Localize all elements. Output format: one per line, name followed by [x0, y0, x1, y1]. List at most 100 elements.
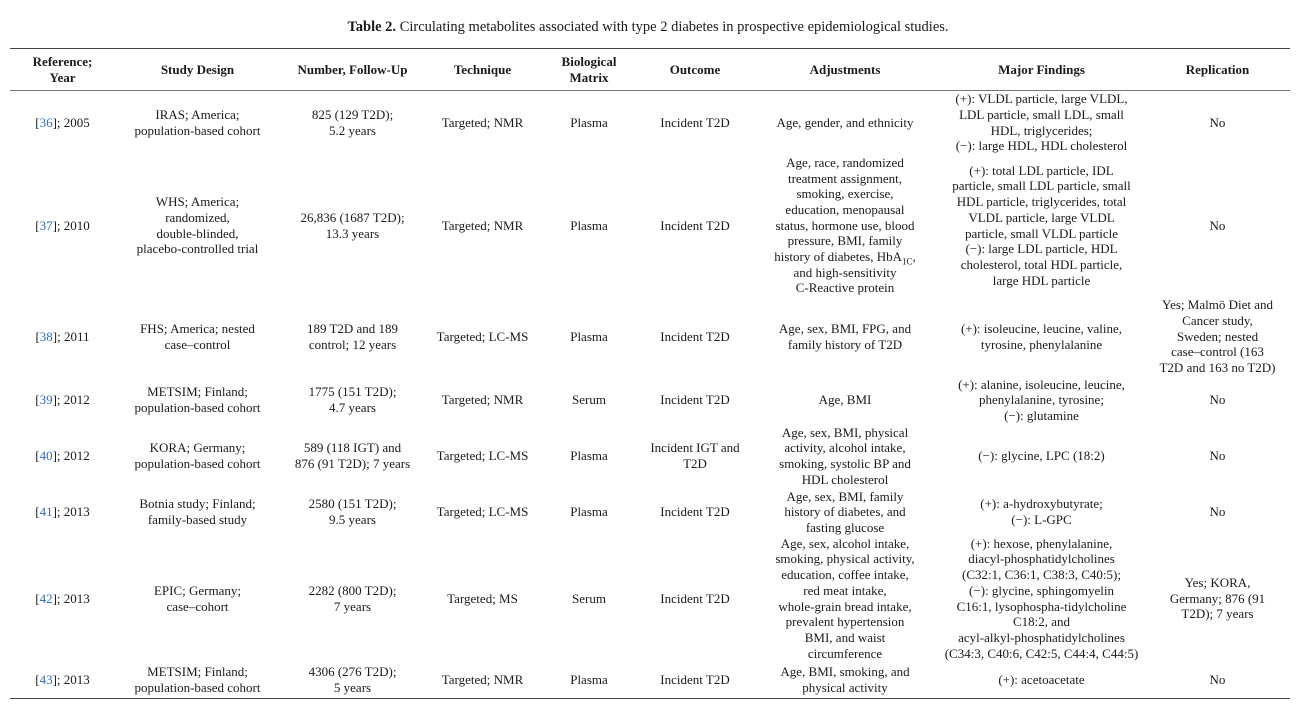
outcome-cell: Incident T2D — [660, 504, 730, 520]
table-caption: Table 2. Circulating metabolites associa… — [0, 19, 1296, 36]
technique-cell: Targeted; NMR — [441, 114, 524, 130]
table-row: [37]; 2010 WHS; America; randomized, doub… — [10, 155, 1290, 297]
major-findings-cell: (+): alanine, isoleucine, leucine, pheny… — [958, 376, 1125, 423]
biological-matrix-cell: Plasma — [570, 114, 608, 130]
adjustments-cell: Age, race, randomized treatment assignme… — [752, 155, 938, 297]
reference-year: ; 2013 — [56, 590, 90, 606]
table-row: [36]; 2005 IRAS; America; population-base… — [10, 91, 1290, 155]
major-findings-cell: (+): a-hydroxybutyrate; (−): L-GPC — [980, 496, 1103, 528]
replication-cell: Yes; Malmö Diet and Cancer study, Sweden… — [1159, 297, 1276, 376]
reference-link[interactable]: 36 — [39, 114, 53, 130]
table-row: [42]; 2013 EPIC; Germany; case–cohort 2282… — [10, 536, 1290, 662]
number-follow-up-cell: 4306 (276 T2D); 5 years — [308, 663, 397, 695]
reference-cell: [42]; 2013 — [35, 590, 90, 606]
outcome-cell: Incident IGT and T2D — [650, 440, 740, 472]
major-findings-cell: (−): glycine, LPC (18:2) — [978, 448, 1105, 464]
header-replication: Replication — [1185, 61, 1250, 77]
biological-matrix-cell: Plasma — [570, 448, 608, 464]
table-row: [40]; 2012 KORA; Germany; population-base… — [10, 424, 1290, 489]
table-row: [38]; 2011 FHS; America; nested case–cont… — [10, 297, 1290, 377]
header-biological-matrix: Biological Matrix — [561, 53, 617, 85]
reference-year: ; 2013 — [56, 504, 90, 520]
number-follow-up-cell: 189 T2D and 189 control; 12 years — [306, 320, 399, 352]
study-design-cell: KORA; Germany; population-based cohort — [134, 440, 261, 472]
reference-cell: [38]; 2011 — [35, 328, 90, 344]
major-findings-cell: (+): acetoacetate — [998, 671, 1085, 687]
reference-cell: [37]; 2010 — [35, 217, 90, 233]
study-design-cell: METSIM; Finland; population-based cohort — [134, 384, 261, 416]
replication-cell: No — [1209, 448, 1226, 464]
reference-link[interactable]: 38 — [39, 328, 53, 344]
replication-cell: No — [1209, 217, 1226, 233]
replication-cell: No — [1209, 392, 1226, 408]
biological-matrix-cell: Plasma — [570, 328, 608, 344]
biological-matrix-cell: Serum — [572, 590, 606, 606]
reference-link[interactable]: 37 — [39, 217, 53, 233]
outcome-cell: Incident T2D — [660, 328, 730, 344]
reference-link[interactable]: 40 — [39, 448, 53, 464]
reference-year: ; 2005 — [56, 114, 90, 130]
major-findings-cell: (+): total LDL particle, IDL particle, s… — [952, 162, 1131, 288]
major-findings-cell: (+): VLDL particle, large VLDL, LDL part… — [955, 91, 1128, 154]
reference-year: ; 2010 — [56, 217, 90, 233]
study-design-cell: Botnia study; Finland; family-based stud… — [139, 496, 256, 528]
number-follow-up-cell: 26,836 (1687 T2D); 13.3 years — [300, 209, 405, 241]
outcome-cell: Incident T2D — [660, 217, 730, 233]
reference-cell: [40]; 2012 — [35, 448, 90, 464]
technique-cell: Targeted; LC-MS — [436, 448, 529, 464]
adjustments-cell: Age, sex, alcohol intake, smoking, physi… — [775, 535, 915, 661]
header-reference: Reference; Year — [32, 53, 93, 85]
header-study-design: Study Design — [160, 61, 235, 77]
table-body: [36]; 2005 IRAS; America; population-base… — [10, 91, 1290, 699]
replication-cell: No — [1209, 671, 1226, 687]
number-follow-up-cell: 1775 (151 T2D); 4.7 years — [308, 384, 397, 416]
header-number-follow-up: Number, Follow-Up — [297, 61, 408, 77]
reference-link[interactable]: 43 — [39, 671, 53, 687]
major-findings-cell: (+): isoleucine, leucine, valine, tyrosi… — [960, 320, 1123, 352]
number-follow-up-cell: 825 (129 T2D); 5.2 years — [311, 107, 394, 138]
table-row: [39]; 2012 METSIM; Finland; population-ba… — [10, 377, 1290, 424]
adjustments-cell: Age, sex, BMI, physical activity, alcoho… — [779, 424, 911, 487]
reference-cell: [36]; 2005 — [35, 114, 90, 130]
reference-link[interactable]: 42 — [39, 590, 53, 606]
reference-link[interactable]: 39 — [39, 392, 53, 408]
adjustments-cell: Age, BMI — [818, 392, 872, 408]
replication-cell: Yes; KORA, Germany; 876 (91 T2D); 7 year… — [1169, 574, 1266, 622]
study-design-cell: WHS; America; randomized, double-blinded… — [136, 194, 259, 257]
reference-cell: [39]; 2012 — [35, 392, 90, 408]
technique-cell: Targeted; MS — [447, 590, 518, 606]
adjustments-text-after: , and high-sensitivity C-Reactive protei… — [793, 249, 916, 296]
reference-year: ; 2011 — [57, 328, 90, 344]
table-row: [43]; 2013 METSIM; Finland; population-ba… — [10, 661, 1290, 699]
reference-link[interactable]: 41 — [39, 504, 53, 520]
caption-text: Circulating metabolites associated with … — [396, 19, 949, 35]
table-row: [41]; 2013 Botnia study; Finland; family-… — [10, 489, 1290, 536]
technique-cell: Targeted; NMR — [441, 671, 524, 687]
header-adjustments: Adjustments — [809, 61, 881, 77]
technique-cell: Targeted; LC-MS — [436, 504, 529, 520]
study-design-cell: IRAS; America; population-based cohort — [134, 107, 261, 138]
outcome-cell: Incident T2D — [660, 392, 730, 408]
study-design-cell: EPIC; Germany; case–cohort — [153, 582, 241, 614]
technique-cell: Targeted; NMR — [441, 392, 524, 408]
reference-year: ; 2012 — [56, 448, 90, 464]
number-follow-up-cell: 589 (118 IGT) and 876 (91 T2D); 7 years — [294, 440, 411, 472]
biological-matrix-cell: Plasma — [570, 671, 608, 687]
adjustments-cell: Age, sex, BMI, FPG, and family history o… — [778, 320, 912, 352]
reference-cell: [43]; 2013 — [35, 671, 90, 687]
study-design-cell: METSIM; Finland; population-based cohort — [134, 663, 261, 695]
technique-cell: Targeted; NMR — [441, 217, 524, 233]
adjustments-cell: Age, BMI, smoking, and physical activity — [780, 663, 910, 695]
header-technique: Technique — [453, 61, 512, 77]
outcome-cell: Incident T2D — [660, 671, 730, 687]
outcome-cell: Incident T2D — [660, 114, 730, 130]
biological-matrix-cell: Serum — [572, 392, 606, 408]
metabolites-table: Reference; Year Study Design Number, Fol… — [10, 48, 1290, 699]
major-findings-cell: (+): hexose, phenylalanine, diacyl-phosp… — [944, 535, 1139, 661]
adjustments-subscript: 1C — [902, 256, 913, 267]
adjustments-text: Age, race, randomized treatment assignme… — [774, 154, 915, 265]
outcome-cell: Incident T2D — [660, 590, 730, 606]
replication-cell: No — [1209, 114, 1226, 130]
number-follow-up-cell: 2580 (151 T2D); 9.5 years — [308, 496, 397, 528]
header-outcome: Outcome — [669, 61, 721, 77]
